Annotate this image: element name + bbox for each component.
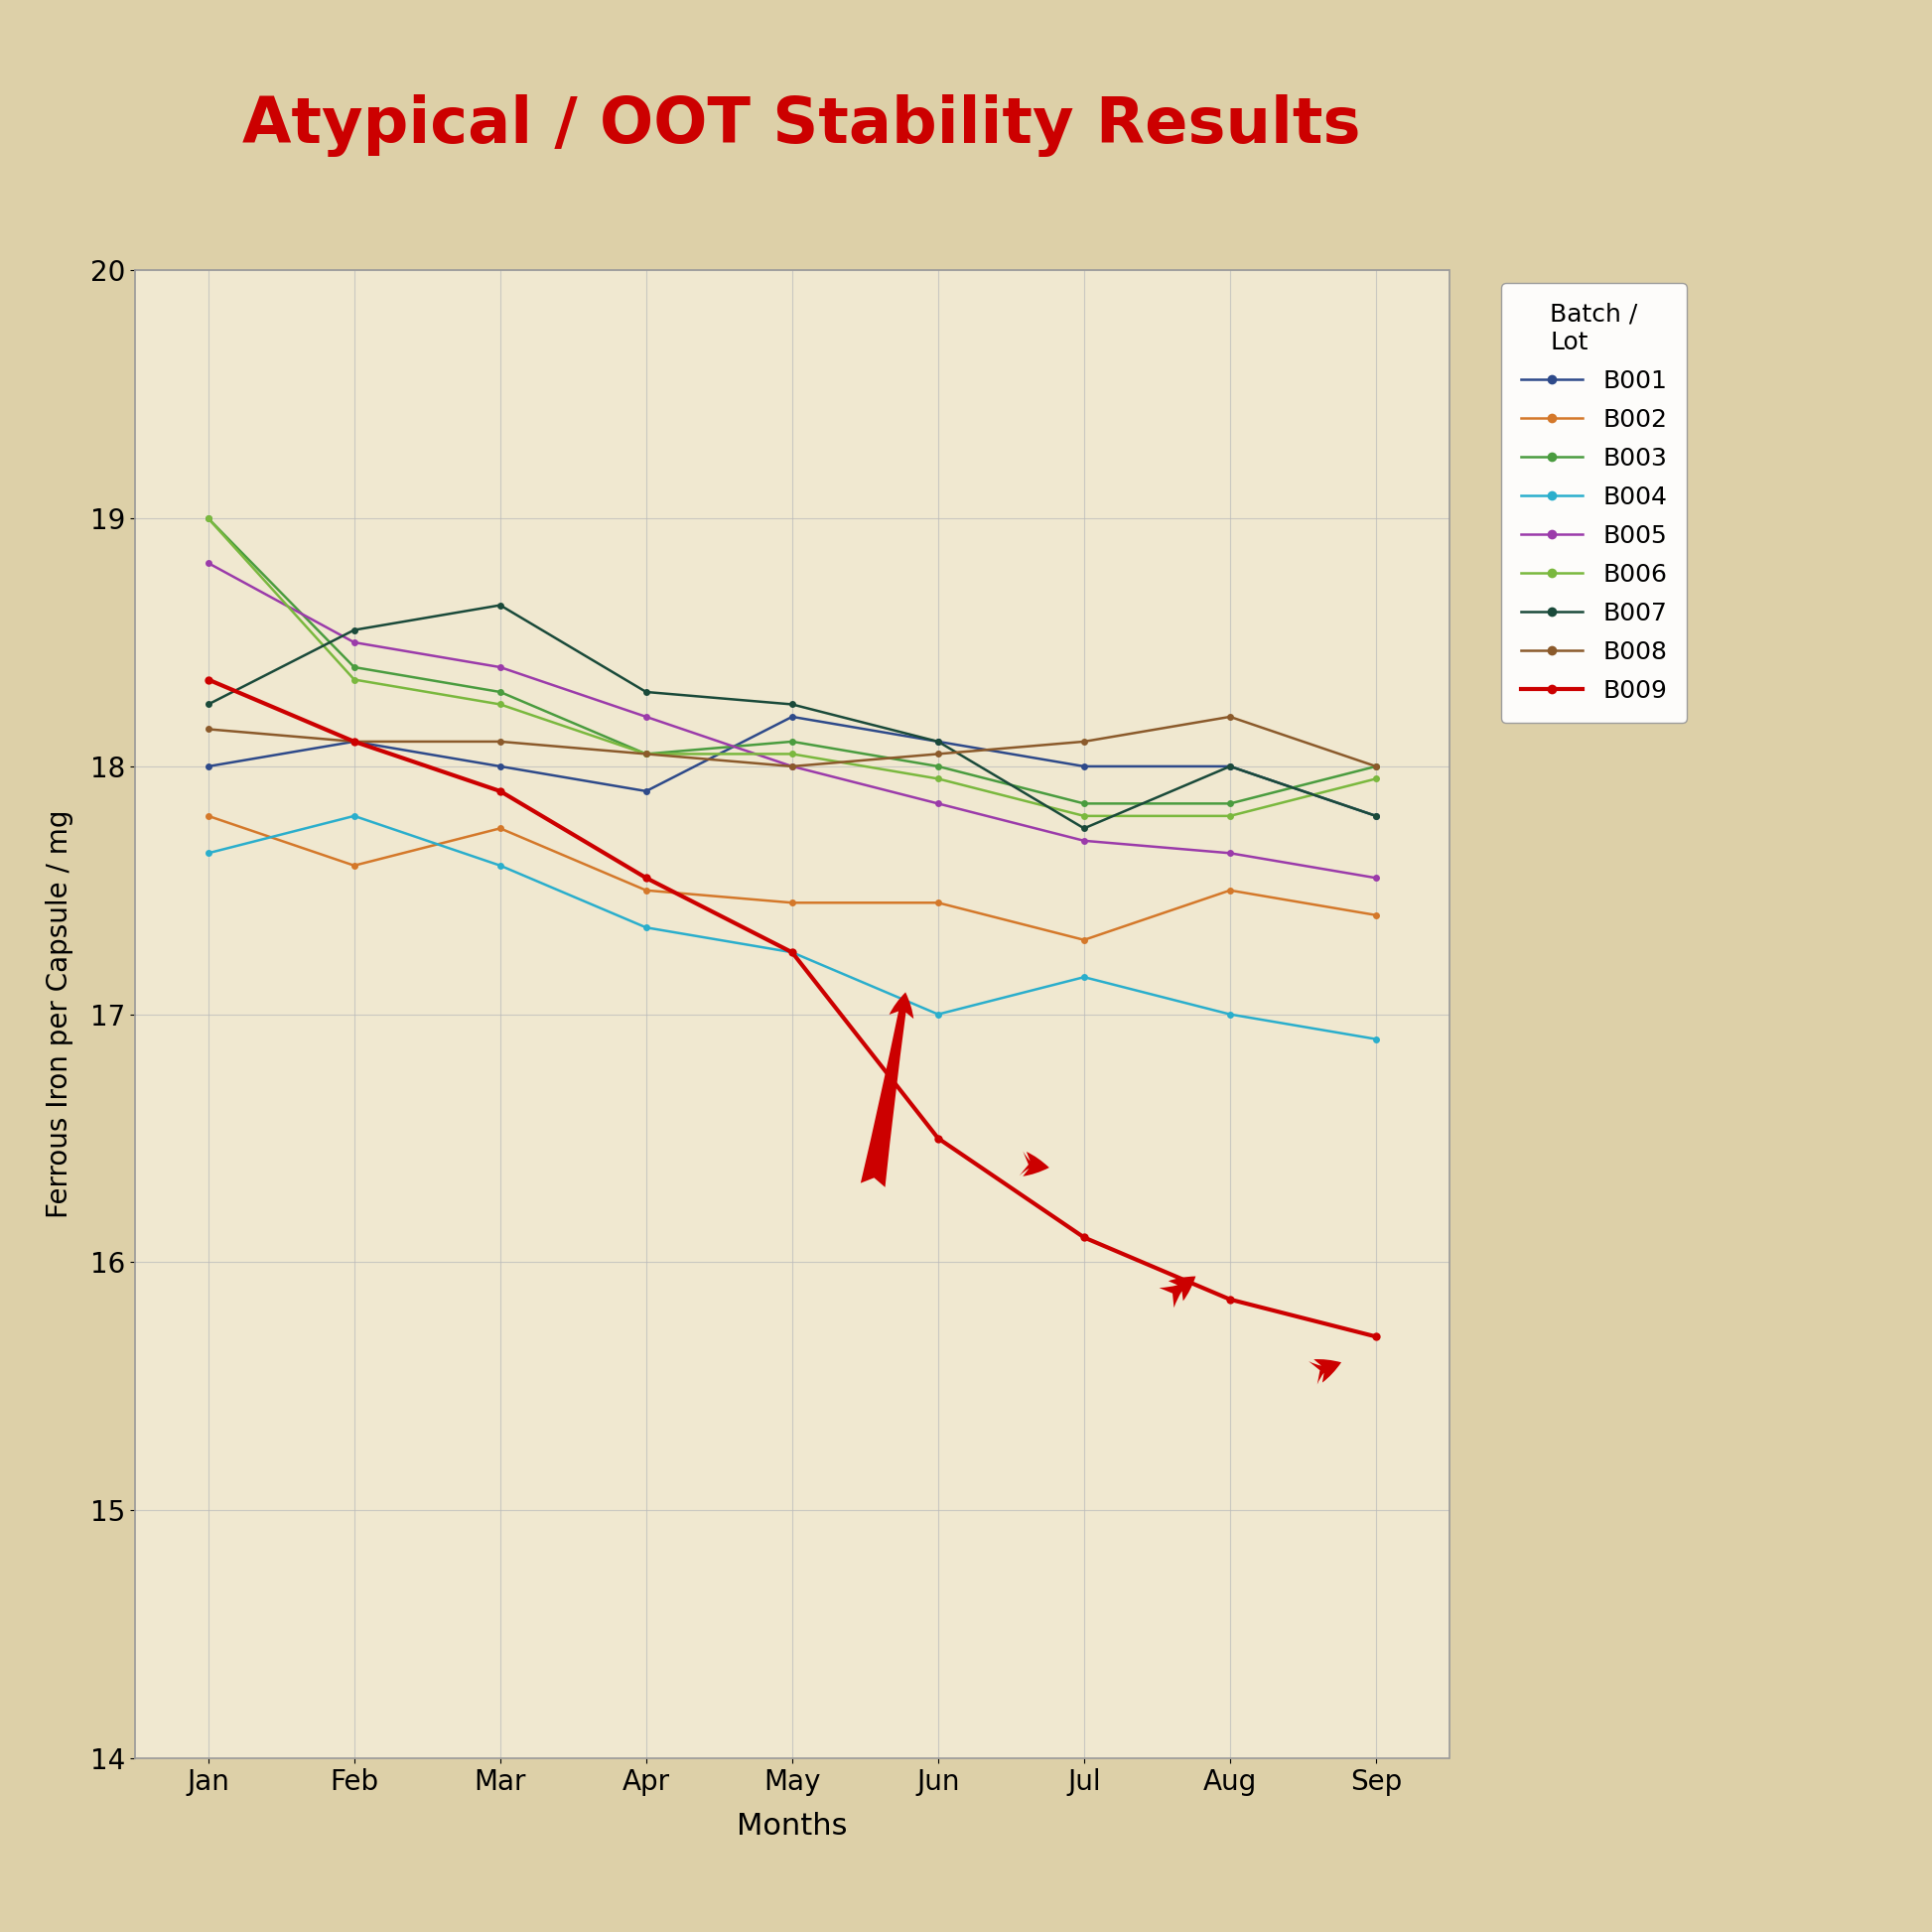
B007 <box>1364 804 1387 827</box>
B004 <box>197 842 220 866</box>
B002 <box>634 879 657 902</box>
Line: B006: B006 <box>205 516 1379 819</box>
B002 <box>1364 904 1387 927</box>
B004 <box>927 1003 951 1026</box>
B008 <box>927 742 951 765</box>
B009 <box>342 730 365 753</box>
B001 <box>634 779 657 802</box>
B005 <box>342 630 365 653</box>
B006 <box>781 742 804 765</box>
B001 <box>342 730 365 753</box>
Line: B004: B004 <box>205 813 1379 1043</box>
B009 <box>1219 1289 1242 1312</box>
B004 <box>342 804 365 827</box>
Line: B002: B002 <box>205 813 1379 943</box>
B008 <box>197 717 220 740</box>
B008 <box>1364 755 1387 779</box>
B006 <box>1219 804 1242 827</box>
B008 <box>634 742 657 765</box>
B001 <box>489 755 512 779</box>
B008 <box>1072 730 1095 753</box>
X-axis label: Months: Months <box>736 1812 848 1841</box>
B004 <box>634 916 657 939</box>
Line: B003: B003 <box>205 516 1379 808</box>
B004 <box>1219 1003 1242 1026</box>
B007 <box>489 593 512 616</box>
B006 <box>634 742 657 765</box>
Line: B005: B005 <box>205 560 1379 881</box>
Legend: B001, B002, B003, B004, B005, B006, B007, B008, B009: B001, B002, B003, B004, B005, B006, B007… <box>1501 282 1687 723</box>
B006 <box>489 694 512 717</box>
B006 <box>1072 804 1095 827</box>
B006 <box>342 668 365 692</box>
B002 <box>197 804 220 827</box>
Line: B009: B009 <box>205 676 1379 1341</box>
B005 <box>634 705 657 728</box>
B004 <box>781 941 804 964</box>
B005 <box>489 655 512 678</box>
B002 <box>342 854 365 877</box>
B008 <box>1219 705 1242 728</box>
Y-axis label: Ferrous Iron per Capsule / mg: Ferrous Iron per Capsule / mg <box>46 810 73 1219</box>
B003 <box>342 655 365 678</box>
B009 <box>634 866 657 889</box>
B003 <box>781 730 804 753</box>
B001 <box>1219 755 1242 779</box>
B005 <box>927 792 951 815</box>
B008 <box>342 730 365 753</box>
B003 <box>1364 755 1387 779</box>
Line: B008: B008 <box>205 713 1379 769</box>
B007 <box>927 730 951 753</box>
B005 <box>781 755 804 779</box>
B001 <box>927 730 951 753</box>
B007 <box>1219 755 1242 779</box>
B007 <box>342 618 365 641</box>
B007 <box>634 680 657 703</box>
B001 <box>1072 755 1095 779</box>
B005 <box>1364 866 1387 889</box>
Line: B007: B007 <box>205 601 1379 833</box>
B008 <box>781 755 804 779</box>
B002 <box>781 891 804 914</box>
B004 <box>489 854 512 877</box>
B003 <box>197 506 220 529</box>
B001 <box>1364 804 1387 827</box>
B007 <box>781 694 804 717</box>
B005 <box>197 551 220 574</box>
Line: B001: B001 <box>205 713 1379 819</box>
B001 <box>781 705 804 728</box>
B005 <box>1219 842 1242 866</box>
B006 <box>1364 767 1387 790</box>
B002 <box>1072 927 1095 951</box>
B006 <box>927 767 951 790</box>
B005 <box>1072 829 1095 852</box>
B008 <box>489 730 512 753</box>
B003 <box>489 680 512 703</box>
B003 <box>1219 792 1242 815</box>
B007 <box>197 694 220 717</box>
B002 <box>927 891 951 914</box>
B004 <box>1364 1028 1387 1051</box>
B009 <box>489 779 512 802</box>
B009 <box>197 668 220 692</box>
B009 <box>927 1126 951 1150</box>
Text: Atypical / OOT Stability Results: Atypical / OOT Stability Results <box>243 95 1360 156</box>
B003 <box>634 742 657 765</box>
B007 <box>1072 817 1095 840</box>
B001 <box>197 755 220 779</box>
B003 <box>1072 792 1095 815</box>
B006 <box>197 506 220 529</box>
B009 <box>1072 1225 1095 1248</box>
B002 <box>1219 879 1242 902</box>
B002 <box>489 817 512 840</box>
B003 <box>927 755 951 779</box>
B009 <box>781 941 804 964</box>
B009 <box>1364 1325 1387 1349</box>
B004 <box>1072 966 1095 989</box>
